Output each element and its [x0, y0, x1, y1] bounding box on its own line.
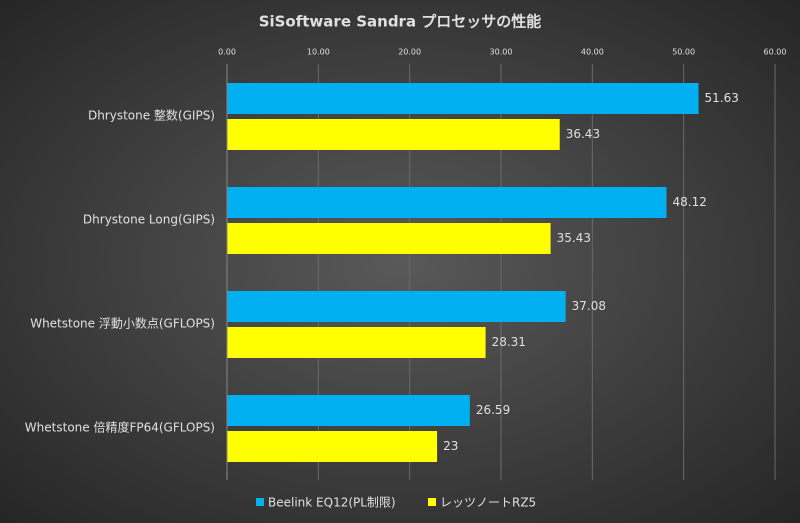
legend-label: Beelink EQ12(PL制限): [268, 496, 396, 510]
y-tick-label: Dhrystone 整数(GIPS): [88, 108, 215, 123]
y-tick-label: Whetstone 浮動小数点(GFLOPS): [30, 316, 215, 331]
legend-swatch: [256, 498, 264, 506]
bar: [227, 327, 486, 358]
x-tick-label: 30.00: [490, 48, 513, 57]
y-tick-label: Whetstone 倍精度FP64(GFLOPS): [25, 420, 215, 435]
bar: [227, 223, 551, 254]
chart-title: SiSoftware Sandra プロセッサの性能: [259, 13, 542, 31]
bar: [227, 395, 470, 426]
value-label: 37.08: [572, 299, 606, 313]
x-tick-label: 50.00: [672, 48, 695, 57]
value-label: 28.31: [492, 335, 526, 349]
bar: [227, 119, 560, 150]
x-tick-label: 60.00: [764, 48, 787, 57]
x-tick-label: 0.00: [218, 48, 236, 57]
x-tick-label: 40.00: [581, 48, 604, 57]
value-label: 51.63: [705, 91, 739, 105]
value-label: 35.43: [557, 231, 591, 245]
bar: [227, 431, 438, 462]
bar: [227, 291, 566, 322]
legend-swatch: [428, 498, 436, 506]
x-tick-label: 10.00: [307, 48, 330, 57]
legend-label: レッツノートRZ5: [440, 496, 536, 510]
y-tick-label: Dhrystone Long(GIPS): [83, 213, 215, 227]
bar: [227, 83, 699, 114]
value-label: 23: [443, 439, 458, 453]
bar: [227, 187, 667, 218]
value-label: 26.59: [476, 403, 510, 417]
value-label: 36.43: [566, 127, 600, 141]
value-label: 48.12: [672, 195, 706, 209]
x-tick-label: 20.00: [398, 48, 421, 57]
